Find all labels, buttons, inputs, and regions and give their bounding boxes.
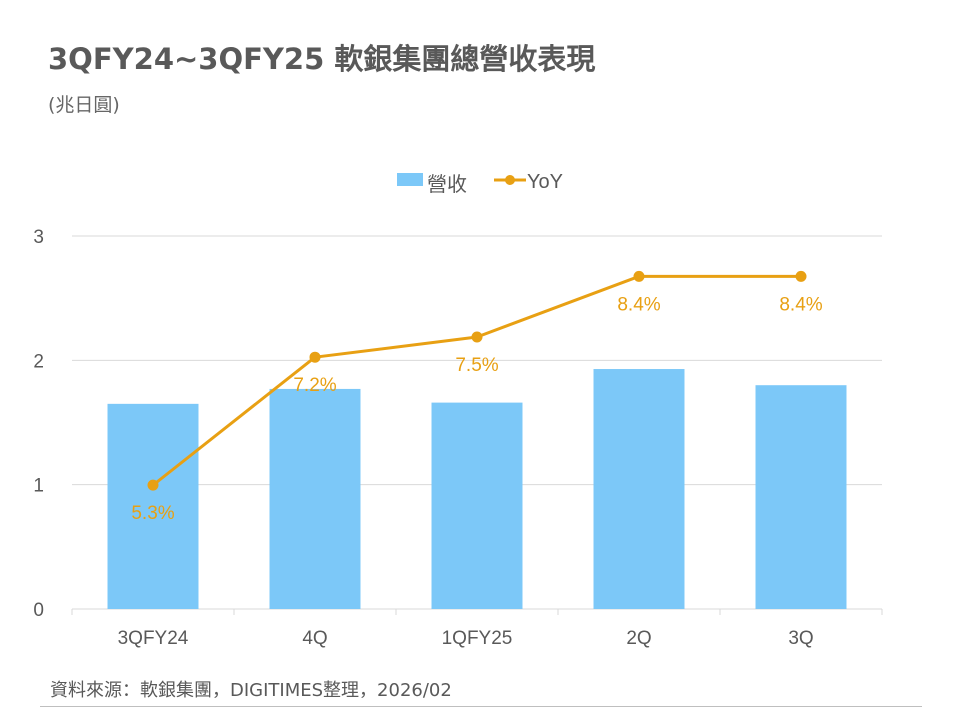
revenue-bar [593, 369, 685, 609]
yoy-data-label: 7.2% [293, 375, 336, 396]
revenue-bar [755, 385, 847, 609]
legend-label-revenue: 營收 [427, 173, 467, 196]
source-note: 資料來源：軟銀集團，DIGITIMES整理，2026/02 [50, 680, 452, 701]
x-tick-label: 3QFY24 [118, 628, 189, 649]
legend-swatch-revenue [397, 173, 423, 186]
yoy-point [795, 270, 807, 282]
yoy-data-label: 8.4% [617, 294, 660, 315]
x-tick-label: 2Q [626, 628, 651, 649]
chart-title: 3QFY24~3QFY25 軟銀集團總營收表現 [48, 42, 596, 76]
revenue-bar [269, 388, 361, 609]
yoy-point [471, 331, 483, 343]
legend-swatch-yoy-marker [505, 175, 515, 185]
yoy-point [147, 479, 159, 491]
y-tick-label: 3 [33, 227, 44, 248]
y-tick-label: 0 [33, 600, 44, 621]
y-tick-label: 2 [33, 351, 44, 372]
x-tick-label: 3Q [788, 628, 813, 649]
yoy-point [633, 270, 645, 282]
yoy-data-label: 8.4% [779, 294, 822, 315]
unit-label: (兆日圓) [48, 94, 120, 116]
x-tick-label: 4Q [302, 628, 327, 649]
yoy-point [309, 351, 321, 363]
yoy-data-label: 5.3% [131, 503, 174, 524]
revenue-bar [431, 402, 523, 609]
yoy-data-label: 7.5% [455, 355, 498, 376]
legend-label-yoy: YoY [527, 171, 563, 193]
footer-divider [40, 706, 922, 707]
x-tick-label: 1QFY25 [442, 628, 513, 649]
revenue-bar [107, 403, 199, 609]
y-tick-label: 1 [33, 476, 44, 497]
